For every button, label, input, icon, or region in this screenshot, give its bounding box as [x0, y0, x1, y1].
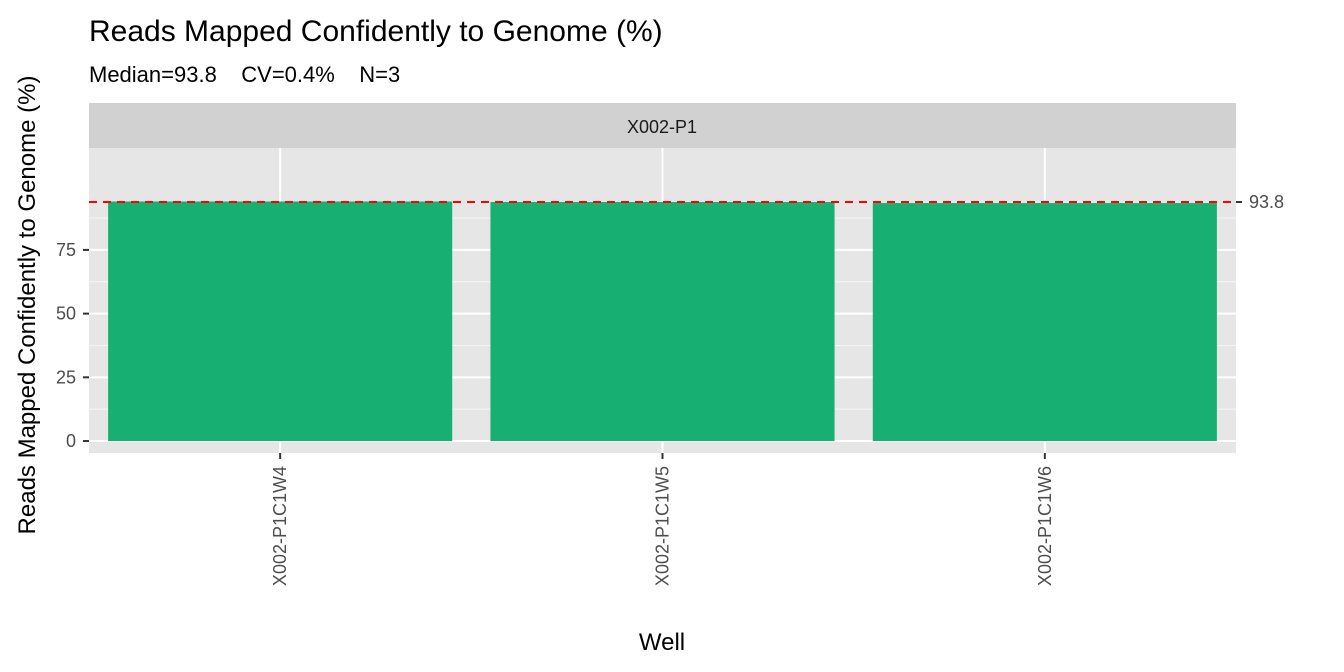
x-tick-label: X002-P1C1W6 [1035, 466, 1055, 586]
facet-strip [89, 103, 1236, 148]
bar-X002-P1C1W4 [108, 201, 453, 442]
facet-strip-label: X002-P1 [627, 117, 697, 137]
y-tick-label: 75 [56, 240, 76, 260]
y-tick-label: 50 [56, 304, 76, 324]
bar-X002-P1C1W5 [490, 202, 835, 442]
bars [108, 201, 1217, 442]
reference-line-group: 93.8 [89, 192, 1284, 212]
chart-title: Reads Mapped Confidently to Genome (%) [89, 15, 663, 48]
x-tick-label: X002-P1C1W5 [653, 466, 673, 586]
chart-subtitle: Median=93.8 CV=0.4% N=3 [89, 62, 400, 87]
y-axis-title: Reads Mapped Confidently to Genome (%) [14, 76, 41, 535]
x-tick-label: X002-P1C1W4 [270, 466, 290, 586]
y-tick-label: 0 [66, 431, 76, 451]
y-tick-label: 25 [56, 367, 76, 387]
x-axis-title: Well [639, 629, 685, 656]
y-axis: 0 25 50 75 [56, 240, 89, 451]
reference-line-label: 93.8 [1249, 192, 1284, 212]
bar-X002-P1C1W6 [872, 203, 1217, 442]
x-axis: X002-P1C1W4 X002-P1C1W5 X002-P1C1W6 [270, 453, 1055, 586]
